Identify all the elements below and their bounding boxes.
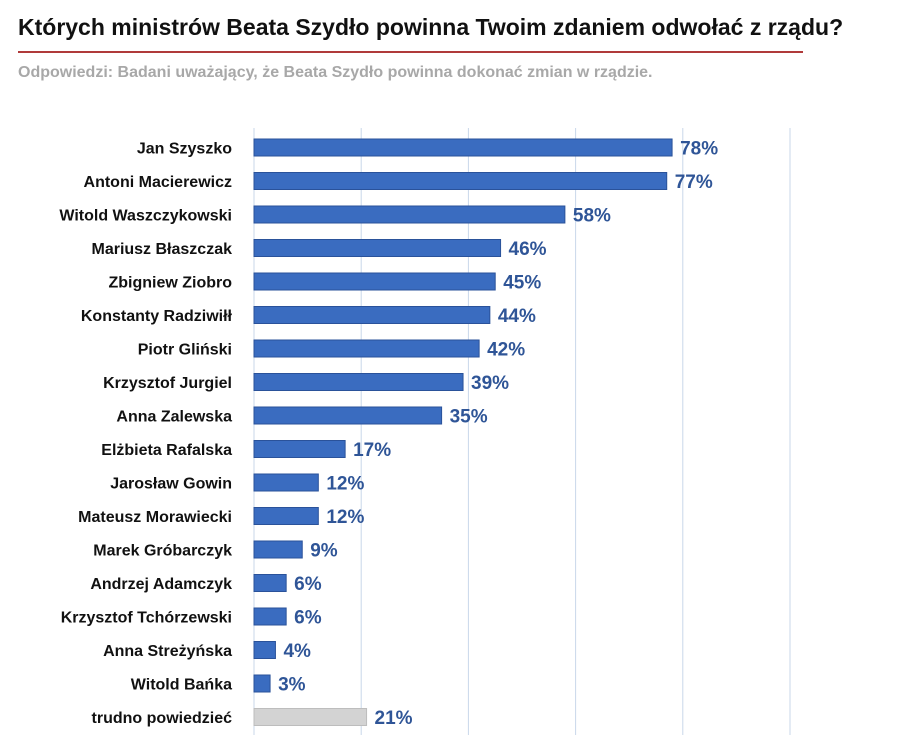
value-label-13: 6% bbox=[294, 574, 322, 595]
chart-title: Których ministrów Beata Szydło powinna T… bbox=[18, 14, 844, 40]
bars bbox=[253, 138, 673, 726]
bar-16 bbox=[253, 674, 271, 693]
value-label-0: 78% bbox=[680, 139, 718, 160]
bar-14 bbox=[253, 607, 287, 626]
category-label-0: Jan Szyszko bbox=[137, 141, 232, 158]
category-label-4: Zbigniew Ziobro bbox=[108, 275, 232, 292]
category-label-3: Mariusz Błaszczak bbox=[91, 241, 232, 258]
category-label-9: Elżbieta Rafalska bbox=[101, 442, 232, 459]
value-label-6: 42% bbox=[487, 340, 525, 361]
category-label-8: Anna Zalewska bbox=[116, 409, 232, 426]
bar-2 bbox=[253, 205, 566, 224]
gridlines bbox=[253, 128, 791, 735]
bar-6 bbox=[253, 339, 480, 358]
value-label-2: 58% bbox=[573, 206, 611, 227]
value-label-11: 12% bbox=[326, 507, 364, 528]
category-label-1: Antoni Macierewicz bbox=[84, 174, 232, 191]
value-label-7: 39% bbox=[471, 373, 509, 394]
value-label-4: 45% bbox=[503, 273, 541, 294]
bar-0 bbox=[253, 138, 673, 157]
category-label-12: Marek Gróbarczyk bbox=[93, 543, 232, 560]
bar-3 bbox=[253, 239, 502, 257]
category-label-6: Piotr Gliński bbox=[138, 342, 232, 359]
bar-4 bbox=[253, 272, 496, 291]
bar-9 bbox=[253, 440, 346, 458]
category-label-15: Anna Streżyńska bbox=[103, 643, 232, 660]
value-label-1: 77% bbox=[675, 172, 713, 193]
bar-8 bbox=[253, 406, 443, 425]
bar-11 bbox=[253, 507, 319, 525]
category-label-13: Andrzej Adamczyk bbox=[90, 576, 232, 593]
chart-subtitle: Odpowiedzi: Badani uważający, że Beata S… bbox=[18, 64, 653, 81]
bar-13 bbox=[253, 574, 287, 592]
category-label-14: Krzysztof Tchórzewski bbox=[61, 610, 232, 627]
value-label-3: 46% bbox=[509, 239, 547, 260]
category-label-2: Witold Waszczykowski bbox=[59, 208, 232, 225]
category-label-16: Witold Bańka bbox=[131, 677, 232, 694]
value-label-14: 6% bbox=[294, 608, 322, 629]
bar-1 bbox=[253, 172, 668, 190]
bar-15 bbox=[253, 641, 276, 659]
value-label-9: 17% bbox=[353, 440, 391, 461]
category-label-7: Krzysztof Jurgiel bbox=[103, 375, 232, 392]
category-label-10: Jarosław Gowin bbox=[110, 476, 232, 493]
title-underline bbox=[18, 51, 803, 53]
value-label-12: 9% bbox=[310, 541, 338, 562]
value-label-17: 21% bbox=[375, 708, 413, 729]
category-label-11: Mateusz Morawiecki bbox=[78, 509, 232, 526]
value-label-16: 3% bbox=[278, 675, 306, 696]
value-label-5: 44% bbox=[498, 306, 536, 327]
category-label-17: trudno powiedzieć bbox=[92, 710, 233, 727]
value-labels: 78% 77% 58% 46% 45% 44% 42% 39% 35% 17% 12% 12% 9% 6%… bbox=[278, 139, 718, 730]
category-labels: Jan Szyszko Antoni Macierewicz Witold Wasz… bbox=[59, 141, 232, 728]
bar-5 bbox=[253, 306, 491, 324]
bar-10 bbox=[253, 473, 319, 492]
value-label-10: 12% bbox=[326, 474, 364, 495]
bar-12 bbox=[253, 540, 303, 559]
value-label-15: 4% bbox=[283, 641, 311, 662]
bar-7 bbox=[253, 373, 464, 391]
category-label-5: Konstanty Radziwiłł bbox=[81, 308, 233, 325]
bar-17 bbox=[253, 708, 368, 726]
value-label-8: 35% bbox=[450, 407, 488, 428]
